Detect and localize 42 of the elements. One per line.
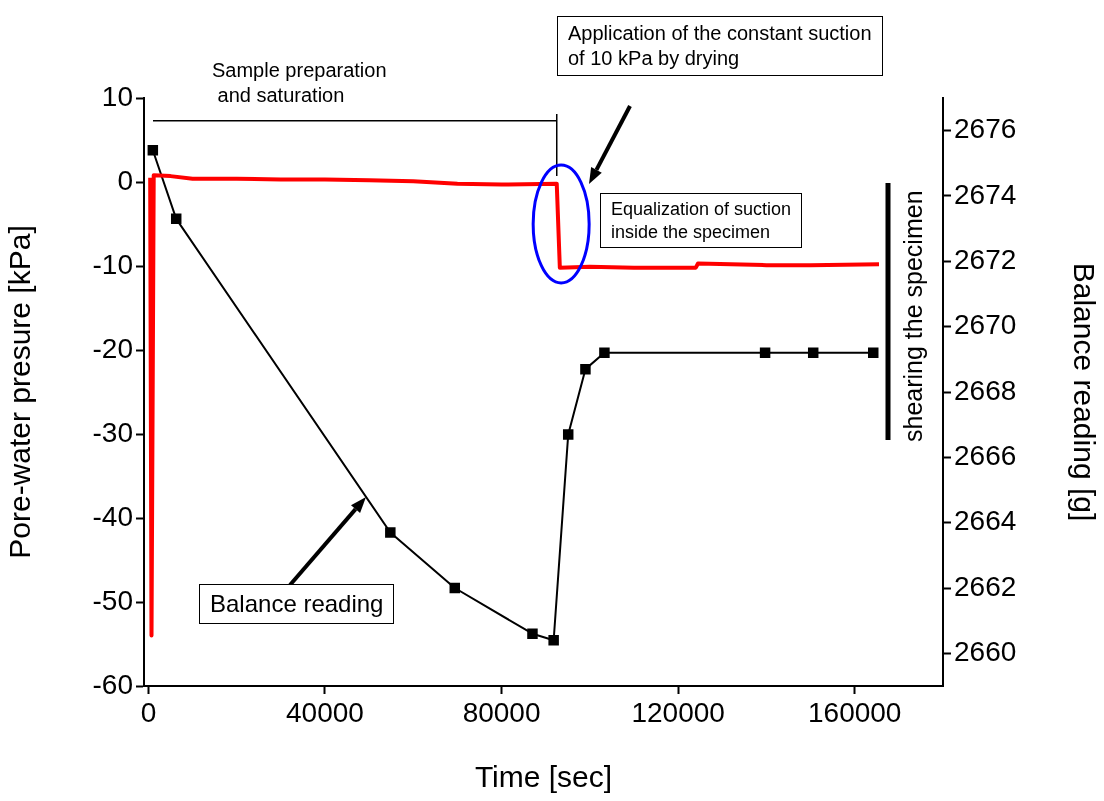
x-tick-label: 0 [140, 696, 157, 728]
annotation: Balance reading [199, 584, 395, 624]
point [548, 635, 559, 646]
x-axis-title: Time [sec] [474, 760, 613, 794]
annotation: Sample preparation and saturation [212, 58, 387, 108]
point [170, 213, 182, 225]
y-tick-label: -40 [92, 500, 133, 532]
point [385, 527, 396, 538]
point [580, 363, 591, 375]
x-tick-label: 120000 [631, 696, 725, 728]
y2-tick-label: 2674 [954, 178, 1017, 210]
point [759, 347, 771, 359]
x-tick-label: 160000 [807, 696, 902, 728]
y-tick-label: 10 [101, 80, 133, 112]
y-tick-label: -10 [92, 248, 133, 280]
point [449, 582, 461, 594]
text: Application of the constant suction of 10 kPa by drying [557, 16, 883, 76]
y-axis-title: Pore-water presure [kPa] [3, 225, 37, 559]
x-tick-label: 40000 [286, 696, 364, 728]
annotation: shearing the specimen [898, 190, 928, 442]
y2-tick-label: 2660 [954, 636, 1017, 668]
y-tick-label: -60 [92, 668, 133, 700]
y-tick-label: 0 [117, 164, 133, 196]
y2-tick-label: 2672 [954, 244, 1017, 276]
point [147, 145, 159, 156]
point [527, 628, 538, 639]
y2-tick-label: 2662 [954, 570, 1017, 602]
point [868, 347, 879, 359]
point [807, 347, 819, 359]
point [562, 429, 574, 440]
annotation: Equalization of suction inside the specimen [600, 193, 803, 248]
y-tick-label: -30 [92, 416, 133, 448]
y2-tick-label: 2668 [954, 374, 1017, 406]
x-tick-label: 80000 [462, 696, 541, 728]
y2-tick-label: 2664 [954, 505, 1017, 537]
y2-axis-title: Balance reading [g] [1067, 262, 1101, 522]
point [599, 347, 610, 359]
y2-tick-label: 2666 [954, 440, 1017, 472]
y2-tick-label: 2676 [954, 113, 1017, 145]
y-tick-label: -50 [92, 584, 133, 616]
y2-tick-label: 2670 [954, 309, 1017, 341]
y-tick-label: -20 [92, 332, 133, 364]
